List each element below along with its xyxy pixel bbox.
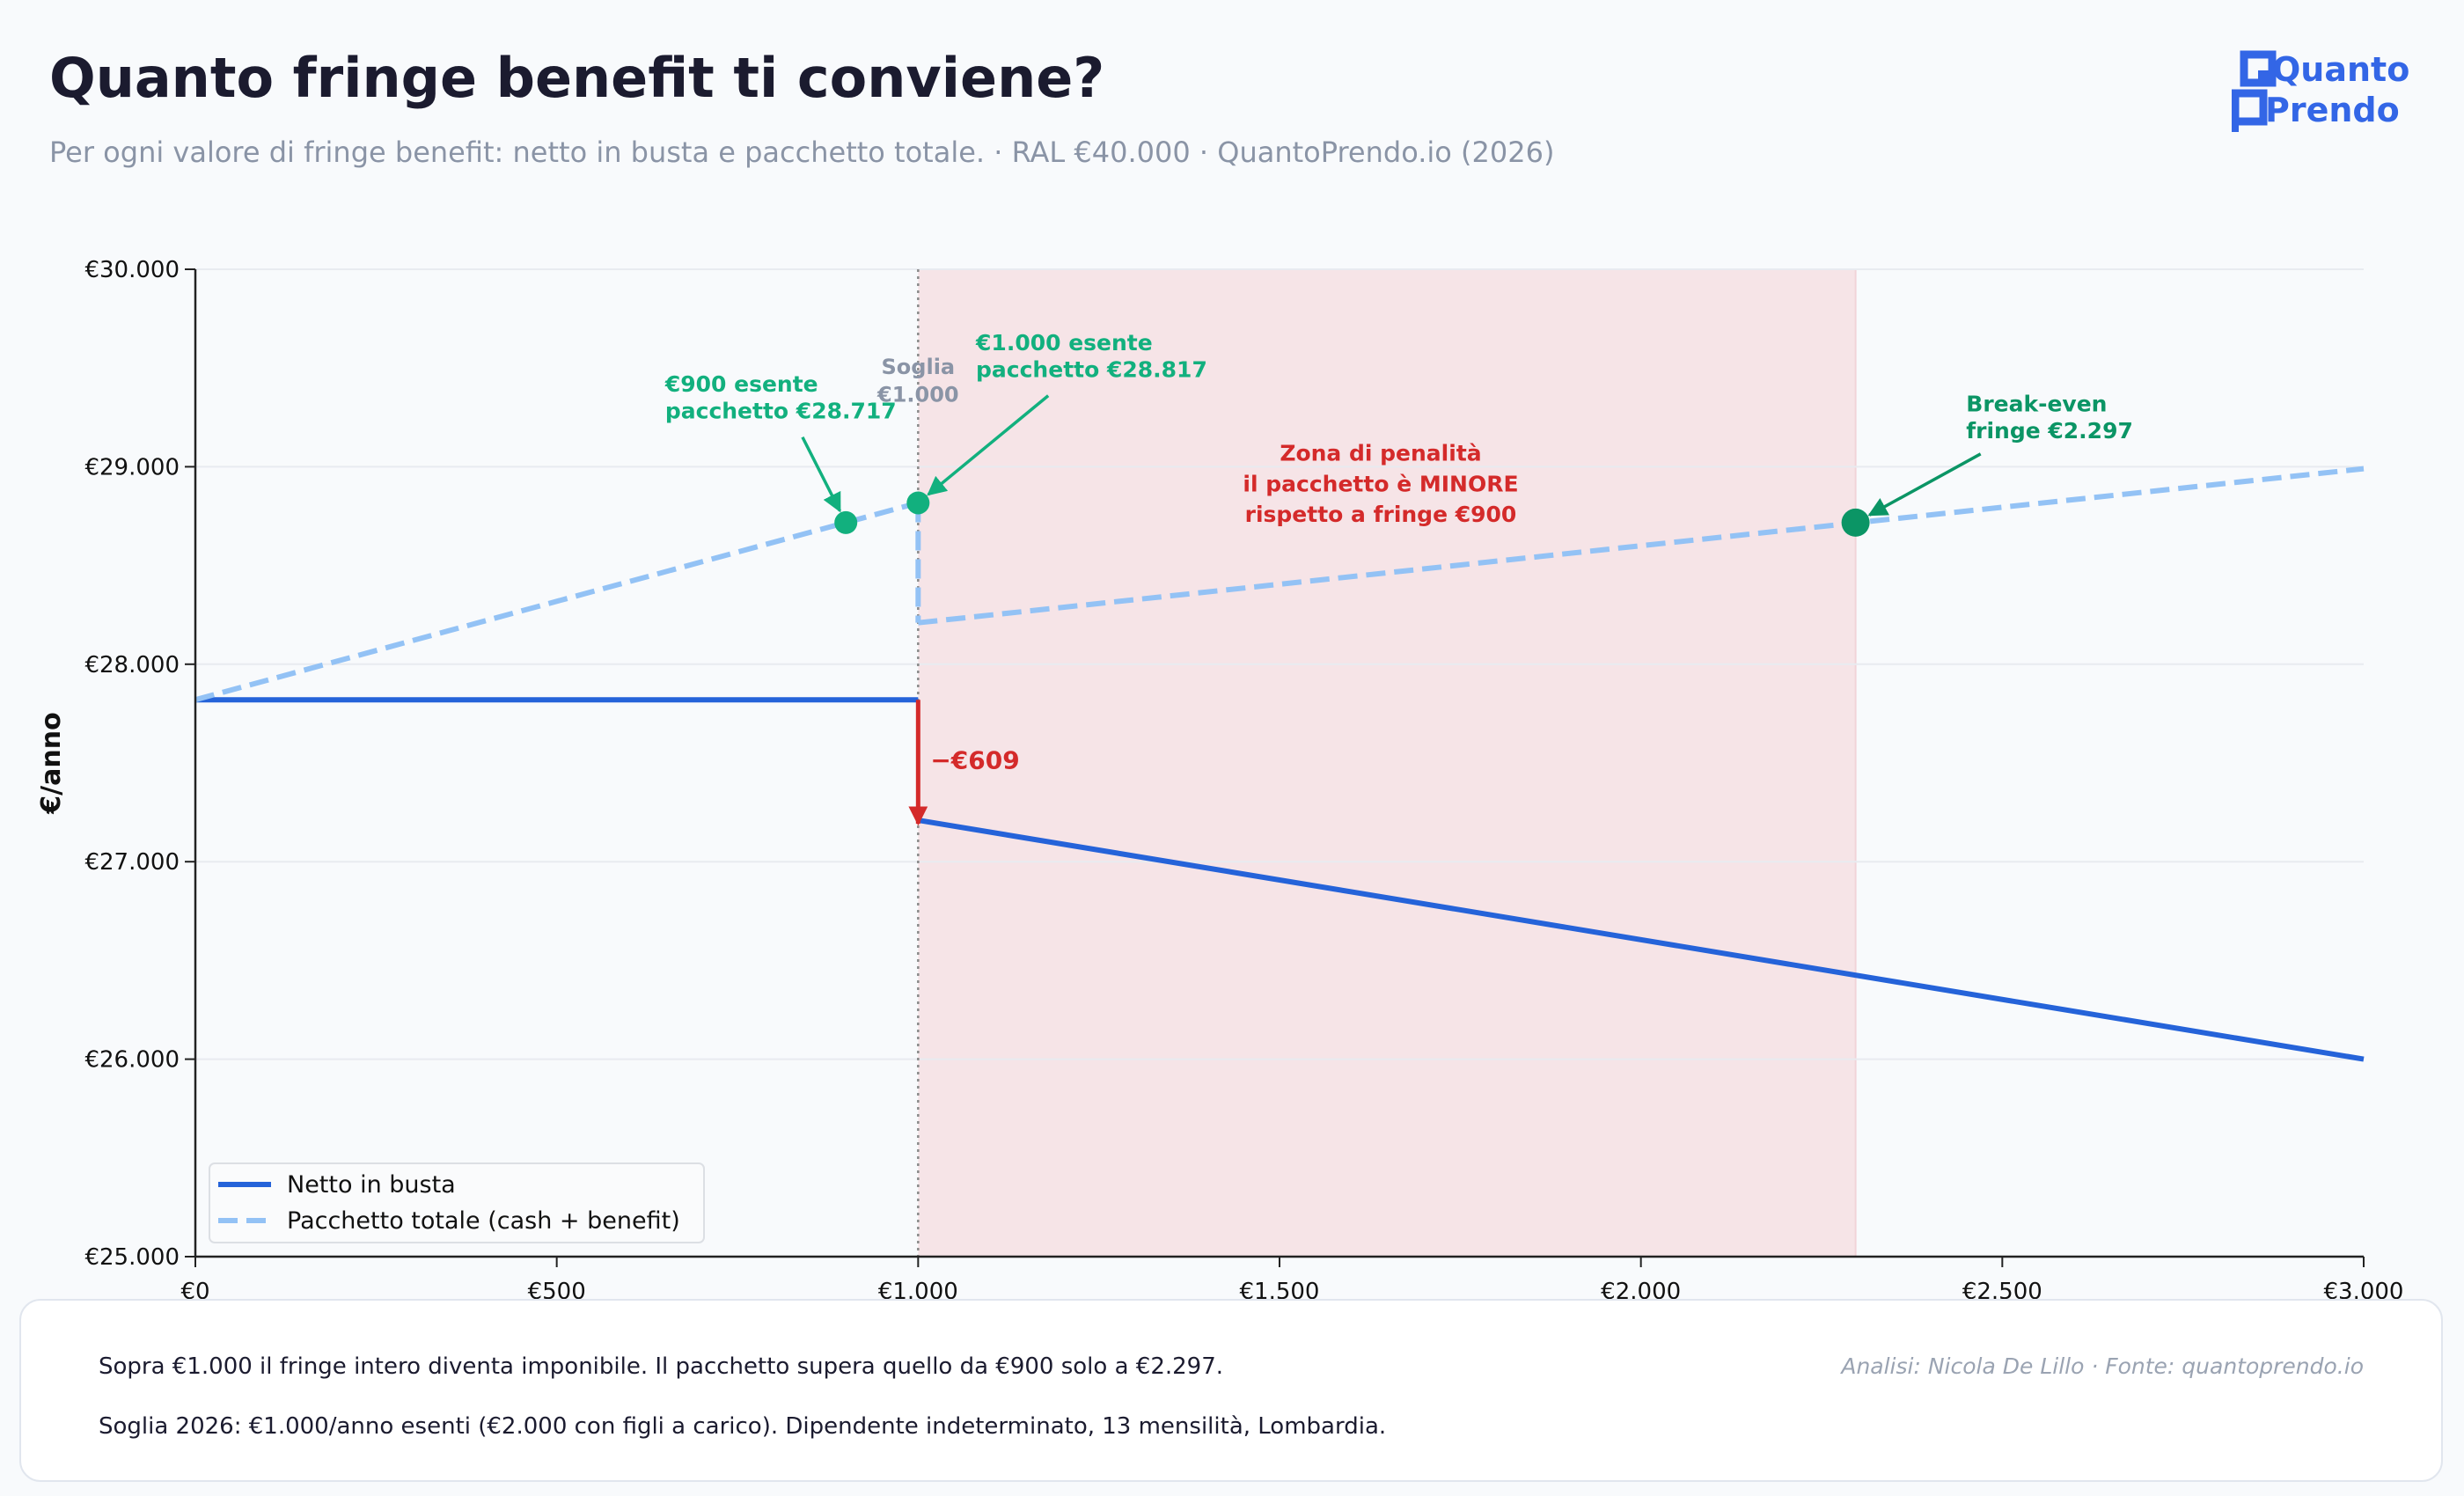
y-tick-label: €30.000 [84,257,180,283]
y-tick-label: €25.000 [84,1244,180,1271]
footer-note-2: Soglia 2026: €1.000/anno esenti (€2.000 … [99,1413,1387,1440]
point-label-0-b: pacchetto €28.717 [665,398,897,423]
y-tick-label: €29.000 [84,454,180,480]
data-point-0 [834,510,858,534]
point-label-2-b: fringe €2.297 [1966,418,2133,444]
x-tick-label: €1.000 [878,1279,958,1299]
y-tick-label: €26.000 [84,1047,180,1074]
legend-label-netto: Netto in busta [287,1171,456,1199]
quantoprendo-logo: Quanto Prendo [2232,50,2409,132]
penalty-zone-label-3: rispetto a fringe €900 [1245,502,1517,527]
chart: €25.000 €26.000 €27.000 €28.000 €29.000 €30.0… [36,257,2404,1299]
legend-label-pacchetto: Pacchetto totale (cash + benefit) [287,1207,680,1235]
penalty-zone [918,269,1856,1257]
logo-text-quanto: Quanto [2272,50,2409,89]
x-tick-label: €2.000 [1601,1279,1681,1299]
series-line-netto-seg1 [917,818,2365,1062]
point-label-1-a: €1.000 esente [975,330,1153,356]
point-arrow-1 [927,394,1050,496]
x-tick-label: €3.000 [2324,1279,2404,1299]
point-arrow-2 [1867,452,1982,517]
page-title: Quanto fringe benefit ti conviene? [49,46,1105,110]
x-tick-label: €500 [528,1279,586,1299]
data-point-1 [906,491,930,515]
logo-text-prendo: Prendo [2265,91,2400,129]
x-tick-label: €2.500 [1962,1279,2042,1299]
threshold-label-1: Soglia [882,355,956,379]
y-tick-label: €27.000 [84,849,180,876]
series-line-pacchetto-seg2 [918,466,2365,626]
penalty-zone-label-1: Zona di penalità [1280,441,1481,466]
legend: Netto in busta Pacchetto totale (cash + b… [209,1162,705,1243]
footer-note-1: Sopra €1.000 il fringe intero diventa im… [99,1353,1224,1380]
data-point-2 [1841,508,1870,537]
point-arrow-0 [801,436,841,513]
x-tick-label: €1.500 [1240,1279,1320,1299]
footer-credit: Analisi: Nicola De Lillo · Fonte: quanto… [1841,1353,2364,1379]
drop-label: −€609 [930,746,1019,775]
point-label-2-a: Break-even [1966,392,2107,417]
point-label-0-a: €900 esente [664,371,818,397]
series-line-pacchetto-seg0 [194,500,920,703]
page-subtitle: Per ogni valore di fringe benefit: netto… [49,136,1555,169]
x-tick-label: €0 [180,1279,209,1299]
footer-card: Sopra €1.000 il fringe intero diventa im… [19,1299,2443,1482]
y-tick-label: €28.000 [84,652,180,678]
threshold-label-2: €1.000 [876,382,959,407]
legend-box [209,1162,705,1243]
y-axis-label: €/anno [36,712,67,814]
penalty-zone-label-2: il pacchetto è MINORE [1243,471,1518,496]
point-label-1-b: pacchetto €28.817 [976,356,1207,382]
